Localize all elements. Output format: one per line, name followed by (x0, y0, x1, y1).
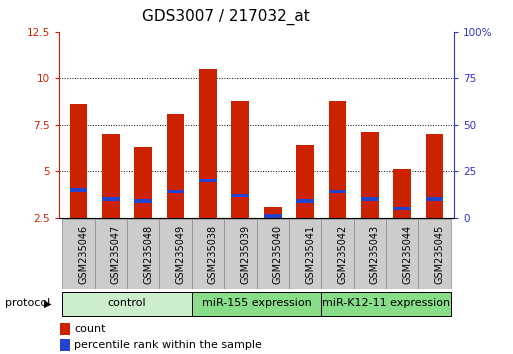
Text: control: control (108, 298, 146, 308)
FancyBboxPatch shape (192, 219, 224, 289)
Text: GSM235048: GSM235048 (143, 224, 153, 284)
FancyBboxPatch shape (127, 219, 160, 289)
Bar (264, 214, 282, 217)
Text: GSM235044: GSM235044 (402, 224, 412, 284)
Bar (361, 132, 379, 218)
Bar (134, 147, 152, 218)
Text: count: count (74, 324, 106, 334)
FancyBboxPatch shape (192, 292, 321, 315)
FancyBboxPatch shape (321, 292, 451, 315)
FancyBboxPatch shape (321, 219, 353, 289)
Bar (393, 170, 411, 218)
Text: GSM235047: GSM235047 (111, 224, 121, 284)
FancyBboxPatch shape (256, 219, 289, 289)
FancyBboxPatch shape (224, 219, 256, 289)
Bar (199, 69, 217, 218)
Text: miR-K12-11 expression: miR-K12-11 expression (322, 298, 450, 308)
Bar (60, 338, 70, 350)
Bar (167, 114, 185, 218)
Bar (60, 322, 70, 335)
Text: GSM235046: GSM235046 (78, 224, 88, 284)
Text: miR-155 expression: miR-155 expression (202, 298, 311, 308)
FancyBboxPatch shape (289, 219, 321, 289)
Text: percentile rank within the sample: percentile rank within the sample (74, 339, 262, 350)
Bar (296, 199, 314, 202)
Text: protocol: protocol (5, 298, 50, 308)
Text: GSM235043: GSM235043 (370, 224, 380, 284)
Text: ▶: ▶ (44, 298, 51, 308)
FancyBboxPatch shape (419, 219, 451, 289)
FancyBboxPatch shape (62, 219, 94, 289)
Bar (296, 145, 314, 218)
Bar (393, 207, 411, 210)
FancyBboxPatch shape (94, 219, 127, 289)
Bar (102, 198, 120, 201)
FancyBboxPatch shape (386, 219, 419, 289)
Text: GSM235039: GSM235039 (240, 224, 250, 284)
FancyBboxPatch shape (62, 292, 192, 315)
Bar (264, 207, 282, 218)
Bar (361, 198, 379, 201)
Text: GSM235042: GSM235042 (338, 224, 347, 284)
Bar (102, 134, 120, 218)
Text: GSM235040: GSM235040 (273, 224, 283, 284)
Bar (426, 134, 443, 218)
Text: GSM235049: GSM235049 (175, 224, 186, 284)
Bar (70, 104, 87, 218)
Bar (70, 188, 87, 192)
Bar (328, 190, 346, 193)
Text: GSM235038: GSM235038 (208, 224, 218, 284)
FancyBboxPatch shape (160, 219, 192, 289)
Text: GDS3007 / 217032_at: GDS3007 / 217032_at (142, 9, 309, 25)
Bar (231, 194, 249, 197)
Bar (231, 101, 249, 218)
FancyBboxPatch shape (353, 219, 386, 289)
Bar (328, 101, 346, 218)
Bar (426, 198, 443, 201)
Bar (134, 199, 152, 202)
Bar (167, 190, 185, 193)
Text: GSM235041: GSM235041 (305, 224, 315, 284)
Bar (199, 179, 217, 182)
Text: GSM235045: GSM235045 (435, 224, 445, 284)
